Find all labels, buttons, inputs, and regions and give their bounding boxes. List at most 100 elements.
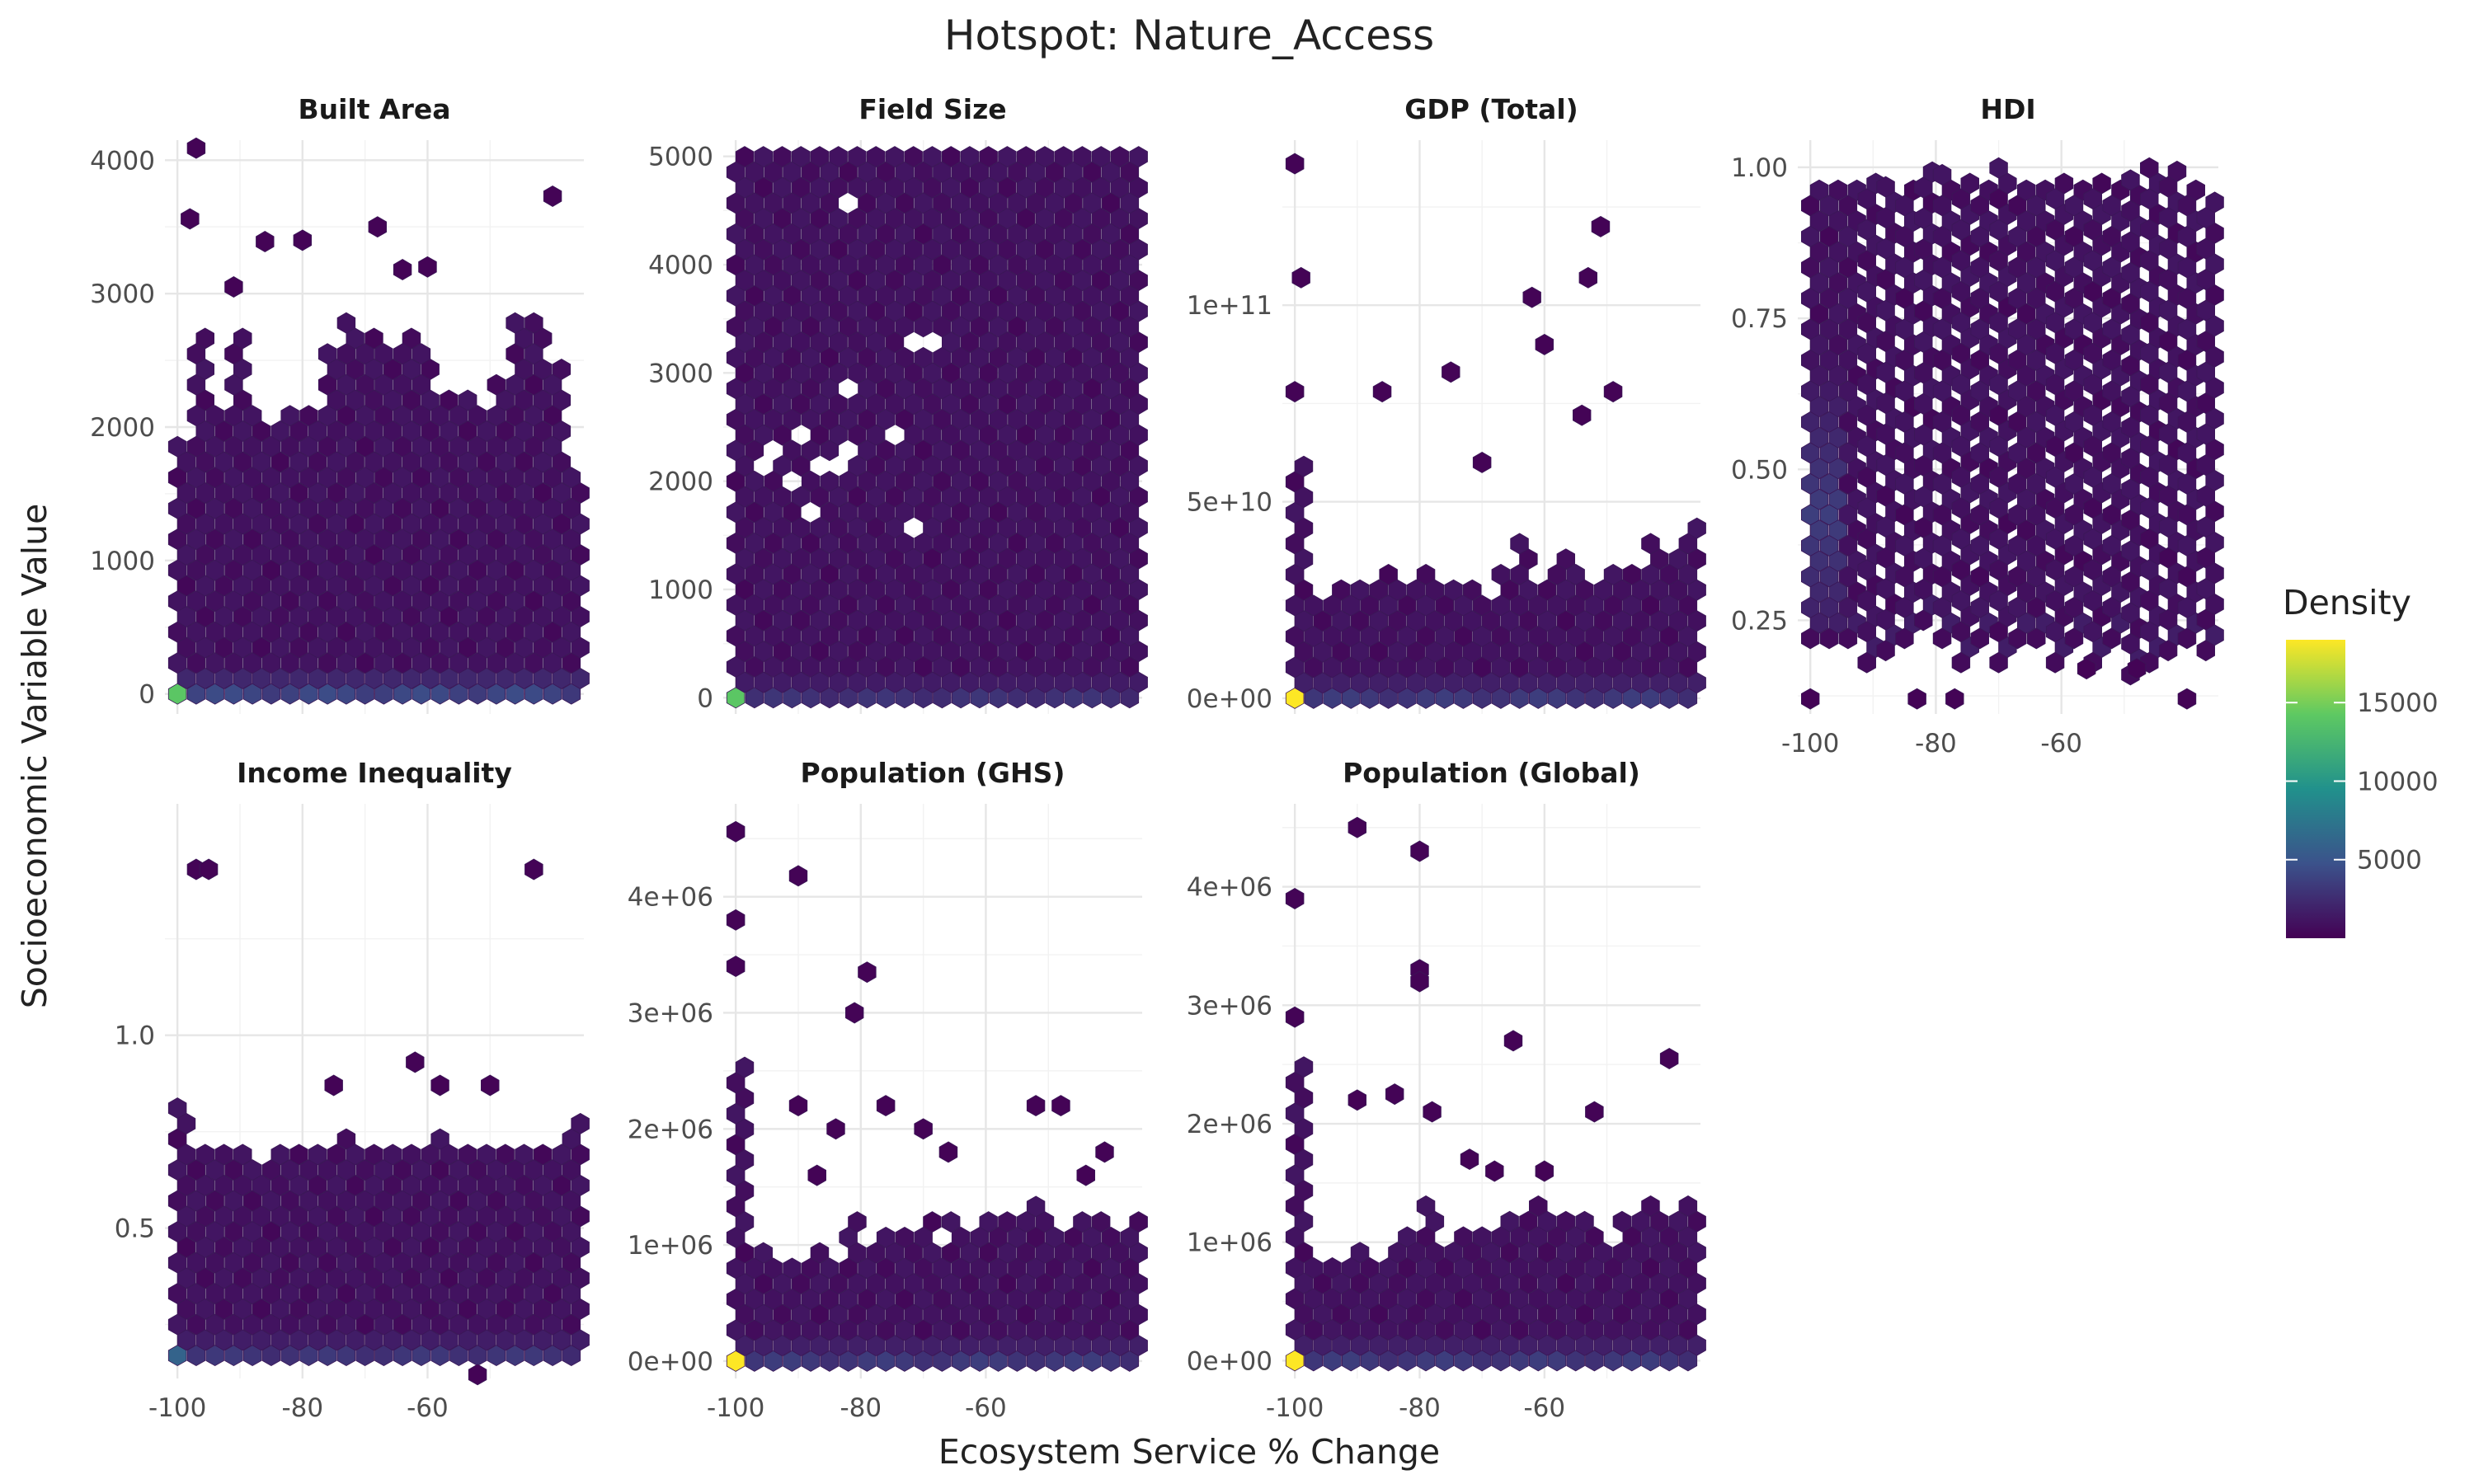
hexbin-cell [1073, 1211, 1092, 1233]
hexbin-cell [904, 146, 923, 168]
y-tick-label: 1e+06 [1187, 1228, 1272, 1258]
y-tick-label: 3e+06 [628, 998, 713, 1028]
y-axis-title: Socioeconomic Variable Value [15, 504, 54, 1009]
hexbin-layer [167, 858, 590, 1386]
y-tick-label: 0 [139, 680, 155, 710]
hexbin-outlier [2177, 688, 2197, 710]
hexbin-layer [1800, 157, 2224, 710]
hexbin-cell [810, 517, 830, 539]
hexbin-layer [1285, 816, 1706, 1372]
hexbin-cell [195, 327, 215, 350]
hexbin-cell [1687, 517, 1706, 539]
y-tick-label: 0e+00 [1187, 684, 1272, 714]
hexbin-cell [317, 343, 337, 365]
hexbin-cell [1369, 579, 1388, 601]
hexbin-outlier [1800, 688, 1820, 710]
legend-colorbar [2286, 640, 2345, 938]
hexbin-cell [1091, 146, 1111, 168]
hexbin-cell [1622, 563, 1641, 585]
hexbin-outlier [1503, 1030, 1523, 1052]
hexbin-cell [810, 1242, 830, 1264]
hexbin-cell [895, 346, 915, 369]
hexbin-cell [783, 439, 802, 462]
hexbin-cell [1294, 1056, 1314, 1078]
hexbin-outlier [788, 1095, 808, 1117]
hexbin-outlier [293, 229, 313, 251]
hexbin-outlier [807, 1164, 826, 1186]
hexbin-cell [754, 146, 773, 168]
facet-panel: HDI 0.25 0.50 0.75 1.00 -100 -80 -60 [1731, 93, 2224, 758]
hexbin-cell [1612, 1210, 1632, 1233]
hexbin-cell [1073, 146, 1092, 168]
hexbin-cell [783, 1257, 802, 1280]
hexbin-cell [1585, 1226, 1604, 1248]
hexbin-cell [754, 1242, 773, 1264]
hexbin-outlier [1051, 1095, 1070, 1117]
hexbin-outlier [1591, 215, 1611, 237]
hexbin-cell [167, 435, 187, 458]
hexbin-outlier [1285, 1006, 1305, 1028]
hexbin-cell [942, 146, 961, 168]
hexbin-cell [745, 470, 764, 492]
hexbin-outlier [418, 256, 437, 278]
hexbin-cell [1566, 563, 1585, 585]
hexbin-cell [1641, 533, 1660, 555]
legend-ticks: 5000 10000 15000 [2286, 688, 2439, 876]
hexbin-outlier [1285, 888, 1305, 909]
y-tick-label: 2000 [648, 467, 713, 497]
facet-title: Population (GHS) [801, 757, 1065, 789]
x-tick-label: -60 [407, 1393, 449, 1423]
hexbin-cell [1350, 1242, 1370, 1264]
facet-panel: Built Area 0 1000 2000 3000 4000 [90, 93, 590, 714]
hexbin-cell [270, 420, 289, 442]
hexbin-cell [885, 146, 905, 168]
hexbin-cell [496, 1144, 515, 1166]
hexbin-cell [773, 146, 792, 168]
hexbin-cell [242, 1159, 262, 1181]
facet-title: Income Inequality [237, 757, 512, 789]
hexbin-cell [233, 327, 252, 350]
hexbin-outlier [1423, 1101, 1442, 1123]
hexbin-cell [402, 327, 421, 350]
y-tick-label: 4000 [90, 146, 155, 176]
hexbin-cell [1017, 146, 1036, 168]
hexbin-cell [979, 1211, 998, 1233]
y-tick-label: 1e+06 [628, 1231, 713, 1261]
hexbin-cell [1556, 1210, 1575, 1233]
hexbin-outlier [1472, 451, 1492, 473]
hexbin-outlier [1585, 1101, 1604, 1123]
hexbin-cell [205, 405, 224, 427]
y-tick-label: 1e+11 [1187, 291, 1272, 321]
hexbin-cell [1472, 594, 1492, 617]
y-tick-label: 0.50 [1731, 455, 1788, 485]
hexbin-outlier [181, 208, 200, 230]
x-tick-label: -60 [965, 1393, 1007, 1423]
hexbin-cell [1416, 563, 1436, 585]
x-tick-label: -60 [1524, 1393, 1566, 1423]
hexbin-cell [1294, 455, 1314, 477]
hexbin-outlier [1026, 1095, 1046, 1117]
hexbin-outlier [826, 1118, 845, 1140]
y-tick-label: 1000 [648, 575, 713, 605]
hexbin-cell [867, 1242, 886, 1264]
hexbin-cell [942, 1211, 961, 1233]
hexbin-cell [524, 312, 543, 334]
hexbin-outlier [1578, 266, 1597, 289]
hexbin-outlier [858, 961, 877, 984]
hexbin-cell [1537, 579, 1557, 601]
hexbin-cell [336, 1128, 356, 1150]
facet-panel: GDP (Total) 0e+00 5e+10 1e+11 [1187, 93, 1706, 714]
hexbin-cell [1876, 176, 1895, 198]
hexbin-outlier [1410, 840, 1429, 862]
hexbin-layer [1285, 153, 1706, 709]
y-tick-label: 0.25 [1731, 606, 1788, 636]
hexbin-cell [914, 346, 933, 369]
facet-title: Population (Global) [1343, 757, 1640, 789]
facet-title: Field Size [858, 93, 1006, 125]
hexbin-cell [270, 1144, 289, 1166]
y-tick-label: 2000 [90, 413, 155, 443]
hexbin-cell [571, 1112, 590, 1134]
y-tick-label: 2e+06 [1187, 1110, 1272, 1139]
hexbin-cell [421, 1144, 440, 1166]
hexbin-cell [1398, 1226, 1417, 1248]
